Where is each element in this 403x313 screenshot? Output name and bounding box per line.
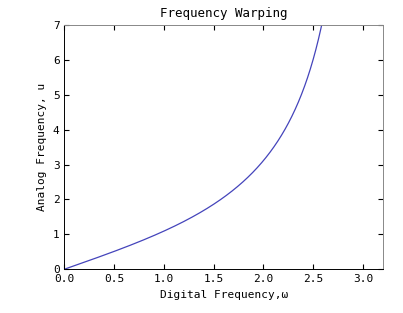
Title: Frequency Warping: Frequency Warping xyxy=(160,7,287,20)
X-axis label: Digital Frequency,ω: Digital Frequency,ω xyxy=(160,290,288,300)
Y-axis label: Analog Frequency, u: Analog Frequency, u xyxy=(37,83,47,211)
